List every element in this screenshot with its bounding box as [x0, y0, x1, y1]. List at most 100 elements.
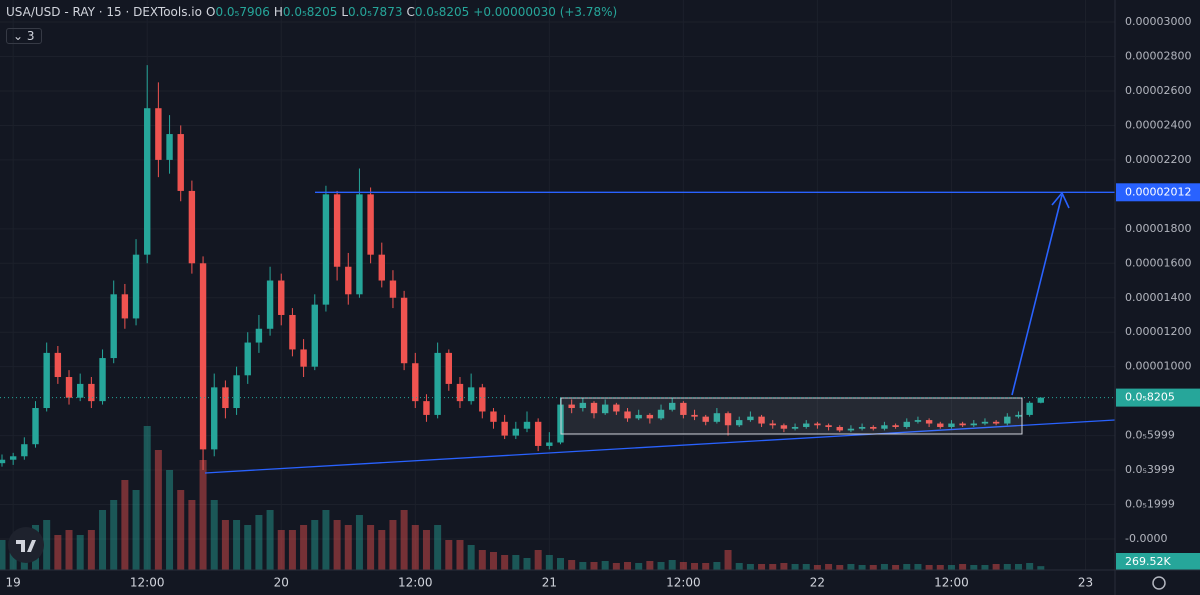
volume-bar	[210, 500, 218, 570]
volume-bar	[959, 564, 967, 570]
ohlc-values: O0.0₅7906 H0.0₅8205 L0.0₅7873 C0.0₅8205	[206, 5, 469, 19]
volume-bar	[534, 550, 542, 570]
volume-bar	[568, 560, 576, 570]
volume-bar	[914, 564, 922, 570]
candle-body	[847, 428, 855, 431]
candle-body	[65, 377, 73, 398]
y-tick-label: 0.0₅1999	[1125, 498, 1175, 511]
volume-bar	[947, 565, 955, 570]
volume-bar	[970, 565, 978, 570]
volume-bar	[367, 525, 375, 570]
candle-body	[959, 423, 966, 426]
volume-bar	[892, 565, 900, 570]
volume-bar	[255, 515, 263, 570]
y-tick-label: 0.00001400	[1125, 291, 1191, 304]
volume-bar	[110, 500, 118, 570]
candle-body	[367, 194, 374, 255]
candle-body	[948, 423, 955, 427]
candle-body	[981, 421, 989, 424]
volume-bar	[825, 564, 833, 570]
volume-bar	[512, 555, 520, 570]
candle-body	[423, 401, 430, 415]
volume-bar	[177, 490, 185, 570]
candle-body	[992, 421, 1000, 424]
volume-bar	[925, 565, 933, 570]
candle-body	[456, 383, 464, 402]
candle-body	[54, 352, 62, 378]
candle-body	[635, 414, 642, 419]
volume-bar	[702, 563, 710, 570]
volume-bar	[378, 530, 386, 570]
y-tick-label: 0.00001200	[1125, 325, 1191, 338]
candle-body	[434, 352, 441, 415]
volume-bar	[869, 565, 877, 570]
candle-body	[803, 423, 810, 427]
x-tick-label: 12:00	[130, 576, 165, 590]
candle-body	[479, 387, 486, 412]
volume-bar	[735, 563, 743, 570]
candle-body	[1026, 402, 1033, 415]
x-tick-label: 23	[1078, 576, 1093, 590]
volume-bar	[601, 561, 609, 570]
candle-body	[534, 421, 542, 446]
ohlc-key: L	[341, 5, 349, 19]
volume-bar	[445, 540, 453, 570]
candle-body	[389, 280, 397, 298]
target-badge	[1116, 183, 1200, 202]
candle-body	[702, 416, 709, 422]
volume-bar	[277, 530, 285, 570]
candle-body	[601, 404, 609, 414]
volume-bar	[87, 530, 95, 570]
candle-body	[88, 383, 95, 402]
candle-body	[881, 425, 888, 429]
logo-mark	[16, 540, 36, 552]
ohlc-legend: USA/USD - RAY · 15 · DEXTools.io O0.0₅79…	[6, 5, 617, 19]
volume-bar	[76, 535, 84, 570]
volume-bar	[523, 558, 531, 570]
x-tick-label: 22	[810, 576, 825, 590]
indicator-toggle[interactable]: ⌄ 3	[6, 28, 42, 44]
ohlc-value: 0.0₅7873	[348, 5, 403, 19]
candle-body	[132, 254, 140, 319]
volume-bar	[624, 562, 632, 570]
volume-bar	[65, 530, 73, 570]
volume-bar	[400, 510, 408, 570]
volume-bar	[501, 555, 509, 570]
volume-bar	[981, 565, 989, 570]
candle-body	[289, 314, 296, 350]
y-tick-label: 0.00002400	[1125, 118, 1191, 131]
y-tick-label: 0.00003000	[1125, 15, 1191, 28]
candle-body	[512, 428, 520, 436]
candle-body	[892, 425, 899, 427]
candle-body	[300, 349, 307, 367]
range-box	[560, 397, 1023, 435]
volume-bar	[612, 563, 620, 570]
candle-body	[345, 266, 352, 295]
indicator-count: 3	[26, 29, 35, 43]
volume-bar	[188, 500, 196, 570]
volume-bar	[813, 565, 821, 570]
candle-body	[657, 409, 665, 419]
candle-body	[333, 194, 341, 267]
target-label: 0.00002012	[1125, 185, 1191, 198]
candle-body	[791, 426, 799, 429]
candle-body	[43, 352, 50, 409]
volume-bar	[858, 565, 866, 570]
volume-bar	[780, 563, 788, 570]
y-tick-label: 0.00002800	[1125, 50, 1191, 63]
volume-bar	[545, 555, 553, 570]
candle-body	[211, 387, 218, 450]
volume-bar	[121, 480, 129, 570]
candle-body	[836, 426, 843, 431]
candle-body	[501, 421, 508, 436]
settings-button[interactable]	[1152, 576, 1166, 590]
candle-body	[523, 421, 531, 429]
change: +0.00000030 (+3.78%)	[473, 5, 618, 19]
volume-bar	[166, 470, 174, 570]
y-tick-label: 0.00001000	[1125, 360, 1191, 373]
volume-bar	[456, 540, 464, 570]
volume-bar	[746, 564, 754, 570]
volume-bar	[836, 565, 844, 570]
volume-bar	[802, 564, 810, 570]
candle-body	[322, 194, 330, 305]
